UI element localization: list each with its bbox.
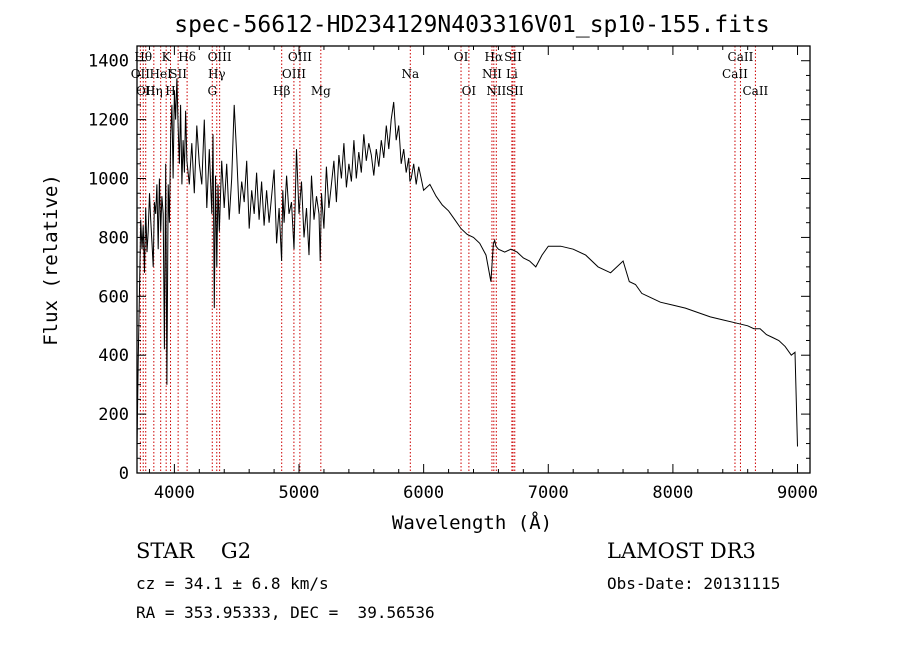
line-labels: OIIHθOIIHηHeIKHSIIHδGHγOIIIHβOIIIOIIIMgN…	[131, 50, 769, 98]
line-label: NII	[486, 84, 506, 98]
plot-frame	[136, 45, 811, 474]
line-label: OIII	[282, 67, 306, 81]
line-label: Hγ	[208, 67, 226, 81]
line-label: CaII	[728, 50, 754, 64]
line-label: G	[207, 84, 217, 98]
line-label: Li	[506, 67, 518, 81]
y-tick-label: 1200	[88, 111, 129, 131]
survey-name: LAMOST DR3	[607, 539, 756, 563]
line-label: Mg	[311, 84, 331, 98]
line-label: Na	[401, 67, 419, 81]
line-label: SII	[169, 67, 187, 81]
line-label: K	[162, 50, 172, 64]
x-tick-label: 8000	[652, 483, 693, 503]
chart-title: spec-56612-HD234129N403316V01_sp10-155.f…	[174, 12, 769, 38]
spectrum-line	[136, 78, 798, 450]
line-label: OII	[136, 84, 156, 98]
line-label: OIII	[208, 50, 232, 64]
y-tick-label: 200	[98, 405, 129, 425]
line-label: OIII	[288, 50, 312, 64]
y-tick-label: 1000	[88, 170, 129, 190]
y-axis-ticks: 0 200 400 600 800 1000 1200 1400	[88, 52, 810, 484]
line-label: HeI	[150, 67, 173, 81]
x-tick-label: 9000	[777, 483, 818, 503]
redshift-cz: cz = 34.1 ± 6.8 km/s	[136, 574, 329, 593]
ra-dec: RA = 353.95333, DEC = 39.56536	[136, 603, 435, 622]
line-label: Hβ	[273, 84, 290, 98]
x-tick-label: 7000	[528, 483, 569, 503]
object-class: STAR G2	[136, 539, 252, 563]
line-label: Hα	[485, 50, 504, 64]
line-label: SII	[506, 84, 524, 98]
line-label: OI	[454, 50, 469, 64]
line-label: OII	[131, 67, 151, 81]
line-label: H	[165, 84, 175, 98]
y-axis-label: Flux (relative)	[40, 174, 62, 346]
y-tick-label: 400	[98, 346, 129, 366]
line-label: SII	[504, 50, 522, 64]
obs-date: Obs-Date: 20131115	[607, 574, 781, 593]
y-tick-label: 1400	[88, 52, 129, 72]
line-label: CaII	[722, 67, 748, 81]
x-tick-label: 5000	[279, 483, 320, 503]
line-label: CaII	[742, 84, 768, 98]
y-tick-label: 800	[98, 228, 129, 248]
line-label: Hθ	[134, 50, 152, 64]
y-tick-label: 600	[98, 287, 129, 307]
line-label: OI	[462, 84, 477, 98]
emission-line-markers	[139, 46, 756, 473]
y-tick-label: 0	[119, 464, 129, 484]
line-label: Hδ	[178, 50, 196, 64]
x-axis-ticks: 4000 5000 6000 7000 8000 9000	[148, 46, 818, 503]
line-label: Hη	[145, 84, 163, 98]
line-label: NII	[482, 67, 502, 81]
x-tick-label: 4000	[154, 483, 195, 503]
x-axis-label: Wavelength (Å)	[392, 511, 552, 534]
x-tick-label: 6000	[403, 483, 444, 503]
